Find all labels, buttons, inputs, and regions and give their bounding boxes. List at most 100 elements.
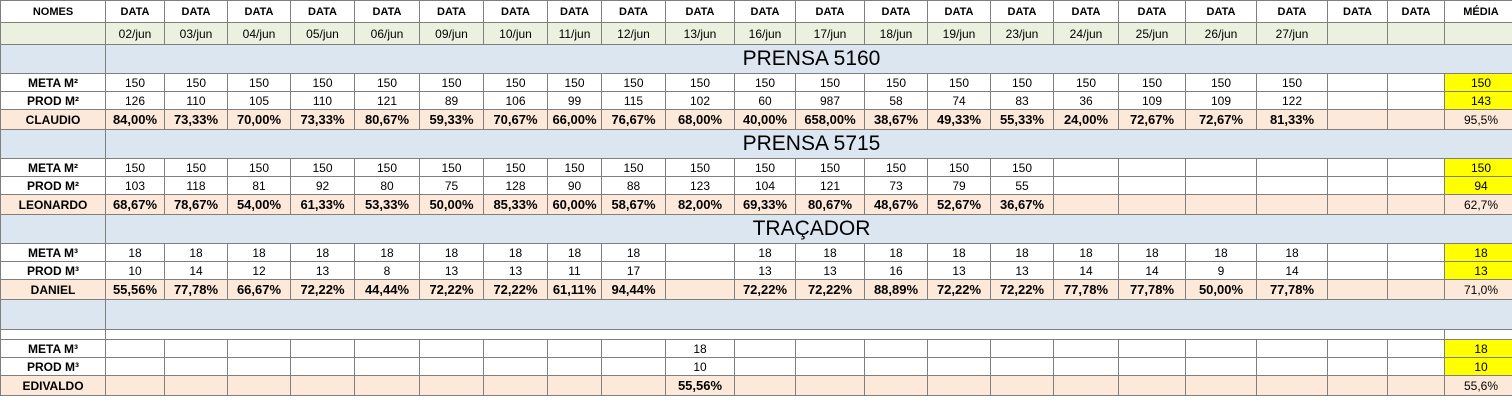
prod-cell[interactable] [354, 357, 420, 376]
header-data[interactable]: DATA [1327, 0, 1388, 23]
spacer-cell[interactable] [105, 329, 165, 340]
operator-name[interactable]: LEONARDO [0, 194, 106, 215]
spacer-cell[interactable] [927, 329, 991, 340]
meta-cell[interactable] [601, 339, 666, 358]
date-cell[interactable]: 27/jun [1256, 22, 1328, 45]
percent-cell[interactable] [1387, 194, 1445, 215]
avg-meta-cell[interactable]: 18 [1444, 339, 1512, 358]
prod-cell[interactable] [1387, 261, 1445, 280]
prod-cell[interactable]: 13 [927, 261, 991, 280]
percent-cell[interactable]: 44,44% [354, 279, 420, 300]
percent-cell[interactable]: 55,56% [105, 279, 165, 300]
section-title[interactable]: PRENSA 5160 [105, 44, 1512, 74]
spacer-cell[interactable] [1185, 329, 1257, 340]
header-data[interactable]: DATA [990, 0, 1054, 23]
prod-cell[interactable]: 75 [419, 176, 484, 195]
percent-cell[interactable]: 66,00% [547, 109, 602, 130]
avg-percent-cell[interactable]: 55,6% [1444, 375, 1512, 396]
percent-cell[interactable]: 40,00% [734, 109, 796, 130]
percent-cell[interactable] [547, 375, 602, 396]
date-cell[interactable]: 17/jun [795, 22, 865, 45]
spacer-cell[interactable] [483, 329, 548, 340]
date-cell[interactable]: 26/jun [1185, 22, 1257, 45]
percent-cell[interactable] [1185, 194, 1257, 215]
avg-percent-cell[interactable]: 62,7% [1444, 194, 1512, 215]
avg-prod-cell[interactable]: 10 [1444, 357, 1512, 376]
prod-cell[interactable] [1327, 357, 1388, 376]
prod-cell[interactable] [864, 357, 928, 376]
date-cell[interactable]: 04/jun [227, 22, 291, 45]
meta-cell[interactable]: 150 [164, 73, 228, 92]
header-data[interactable]: DATA [1185, 0, 1257, 23]
spacer-cell[interactable] [164, 329, 228, 340]
spacer-cell[interactable] [734, 329, 796, 340]
meta-cell[interactable]: 150 [1185, 73, 1257, 92]
meta-cell[interactable] [354, 339, 420, 358]
prod-cell[interactable]: 10 [665, 357, 735, 376]
percent-cell[interactable]: 72,22% [795, 279, 865, 300]
date-cell[interactable]: 06/jun [354, 22, 420, 45]
header-data[interactable]: DATA [483, 0, 548, 23]
meta-cell[interactable]: 150 [290, 73, 355, 92]
percent-cell[interactable]: 82,00% [665, 194, 735, 215]
prod-cell[interactable] [1327, 261, 1388, 280]
percent-cell[interactable] [734, 375, 796, 396]
prod-cell[interactable]: 14 [164, 261, 228, 280]
meta-cell[interactable] [1256, 339, 1328, 358]
meta-cell[interactable] [1053, 158, 1119, 177]
prod-cell[interactable]: 126 [105, 91, 165, 110]
date-cell[interactable]: 25/jun [1118, 22, 1186, 45]
meta-cell[interactable] [1387, 339, 1445, 358]
prod-cell[interactable] [1053, 357, 1119, 376]
meta-cell[interactable] [1185, 339, 1257, 358]
date-cell[interactable]: 13/jun [665, 22, 735, 45]
percent-cell[interactable]: 52,67% [927, 194, 991, 215]
prod-cell[interactable]: 8 [354, 261, 420, 280]
avg-percent-cell[interactable]: 71,0% [1444, 279, 1512, 300]
spacer-cell[interactable] [227, 329, 291, 340]
meta-cell[interactable]: 150 [734, 158, 796, 177]
percent-cell[interactable]: 60,00% [547, 194, 602, 215]
percent-cell[interactable] [1053, 194, 1119, 215]
prod-cell[interactable] [795, 357, 865, 376]
avg-percent-cell[interactable]: 95,5% [1444, 109, 1512, 130]
meta-cell[interactable] [1185, 158, 1257, 177]
header-data[interactable]: DATA [290, 0, 355, 23]
percent-cell[interactable] [1256, 194, 1328, 215]
percent-cell[interactable] [483, 375, 548, 396]
percent-cell[interactable]: 54,00% [227, 194, 291, 215]
percent-cell[interactable] [227, 375, 291, 396]
percent-cell[interactable]: 61,11% [547, 279, 602, 300]
meta-cell[interactable]: 150 [547, 158, 602, 177]
percent-cell[interactable]: 72,67% [1118, 109, 1186, 130]
avg-meta-cell[interactable]: 150 [1444, 158, 1512, 177]
meta-cell[interactable]: 150 [483, 158, 548, 177]
prod-cell[interactable]: 73 [864, 176, 928, 195]
date-cell[interactable] [1327, 22, 1388, 45]
prod-cell[interactable]: 109 [1118, 91, 1186, 110]
prod-cell[interactable] [1118, 357, 1186, 376]
date-cell[interactable]: 10/jun [483, 22, 548, 45]
percent-cell[interactable]: 658,00% [795, 109, 865, 130]
meta-cell[interactable]: 18 [665, 339, 735, 358]
date-cell[interactable]: 12/jun [601, 22, 666, 45]
percent-cell[interactable]: 72,22% [290, 279, 355, 300]
percent-cell[interactable]: 70,67% [483, 109, 548, 130]
header-data[interactable]: DATA [354, 0, 420, 23]
percent-cell[interactable]: 55,56% [665, 375, 735, 396]
prod-cell[interactable]: 74 [927, 91, 991, 110]
percent-cell[interactable]: 61,33% [290, 194, 355, 215]
meta-cell[interactable]: 150 [164, 158, 228, 177]
avg-prod-cell[interactable]: 13 [1444, 261, 1512, 280]
percent-cell[interactable] [601, 375, 666, 396]
prod-cell[interactable]: 13 [795, 261, 865, 280]
meta-cell[interactable]: 18 [164, 243, 228, 262]
prod-cell[interactable]: 89 [419, 91, 484, 110]
percent-cell[interactable]: 85,33% [483, 194, 548, 215]
percent-cell[interactable] [1118, 375, 1186, 396]
prod-cell[interactable] [665, 261, 735, 280]
spacer-cell[interactable] [1327, 329, 1388, 340]
meta-cell[interactable]: 150 [864, 73, 928, 92]
meta-cell[interactable] [1387, 73, 1445, 92]
percent-cell[interactable]: 80,67% [795, 194, 865, 215]
